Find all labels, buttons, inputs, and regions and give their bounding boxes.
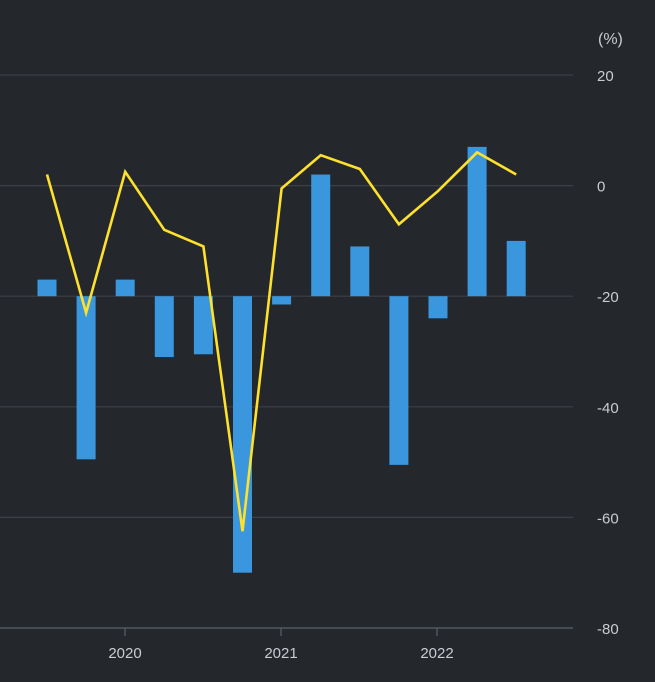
y-axis: (%) 20 0 -20 -40 -60 -80 <box>597 31 623 638</box>
y-tick-label: -60 <box>597 510 619 527</box>
y-tick-label: 0 <box>597 179 605 196</box>
bar <box>272 296 292 305</box>
bar <box>76 296 96 460</box>
bar <box>115 279 135 297</box>
x-tick-label: 2022 <box>420 645 453 662</box>
unit-label: (%) <box>598 31 623 48</box>
bar <box>389 296 409 465</box>
y-tick-label: -80 <box>597 621 619 638</box>
bar <box>193 296 213 355</box>
y-tick-label: 20 <box>597 68 614 85</box>
x-tick-label: 2020 <box>108 645 141 662</box>
bar <box>311 174 331 297</box>
x-tick-label: 2021 <box>264 645 297 662</box>
line-series <box>45 150 517 532</box>
y-tick-label: -40 <box>597 400 619 417</box>
bar <box>37 279 57 297</box>
bar <box>506 240 526 297</box>
bar <box>467 146 487 297</box>
x-axis: 2020 2021 2022 <box>108 628 454 662</box>
bar <box>350 246 370 297</box>
y-tick-label: -20 <box>597 289 619 306</box>
bar <box>428 296 448 319</box>
series-line <box>45 150 517 532</box>
bar-series <box>37 146 526 573</box>
bar <box>154 296 174 358</box>
